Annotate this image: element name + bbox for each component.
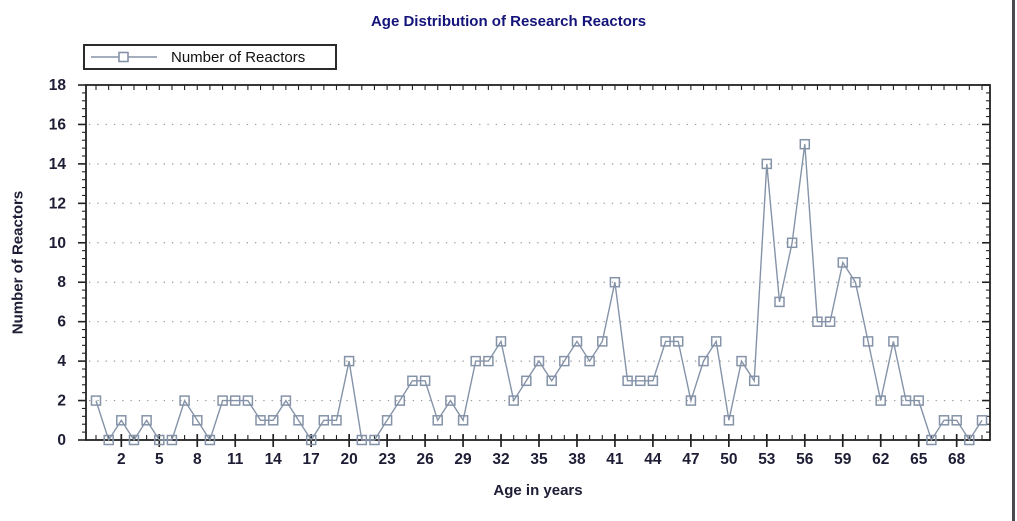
svg-text:0: 0 xyxy=(57,432,66,449)
svg-text:38: 38 xyxy=(568,451,586,468)
svg-text:35: 35 xyxy=(530,451,548,468)
svg-text:17: 17 xyxy=(303,451,320,468)
svg-text:2: 2 xyxy=(117,451,126,468)
y-tick-labels: 0 2 4 6 8 10 12 14 16 18 xyxy=(49,77,67,449)
svg-text:5: 5 xyxy=(155,451,164,468)
axis-box xyxy=(85,84,991,441)
svg-text:20: 20 xyxy=(341,451,358,468)
svg-text:18: 18 xyxy=(49,77,67,94)
svg-text:41: 41 xyxy=(606,451,624,468)
svg-text:10: 10 xyxy=(49,235,66,252)
svg-text:23: 23 xyxy=(378,451,396,468)
svg-text:62: 62 xyxy=(872,451,889,468)
x-ticks xyxy=(95,85,983,447)
svg-text:8: 8 xyxy=(57,274,66,291)
legend: Number of Reactors xyxy=(83,44,337,70)
svg-text:8: 8 xyxy=(193,451,202,468)
legend-line-marker-icon xyxy=(91,51,157,63)
svg-text:47: 47 xyxy=(682,451,699,468)
svg-text:65: 65 xyxy=(910,451,928,468)
gridlines xyxy=(89,123,987,402)
svg-text:59: 59 xyxy=(834,451,852,468)
svg-text:12: 12 xyxy=(49,195,66,212)
svg-text:16: 16 xyxy=(49,116,67,133)
x-axis-title: Age in years xyxy=(493,482,583,499)
legend-series-label: Number of Reactors xyxy=(171,48,306,66)
svg-text:56: 56 xyxy=(796,451,814,468)
y-axis-title: Number of Reactors xyxy=(9,190,27,335)
svg-text:14: 14 xyxy=(49,156,67,173)
svg-text:11: 11 xyxy=(227,451,244,468)
svg-text:44: 44 xyxy=(644,451,662,468)
series-markers xyxy=(90,138,988,446)
svg-text:29: 29 xyxy=(454,451,472,468)
svg-text:14: 14 xyxy=(265,451,283,468)
series-line xyxy=(95,144,983,442)
svg-text:53: 53 xyxy=(758,451,776,468)
svg-text:26: 26 xyxy=(416,451,434,468)
window-border-right xyxy=(1012,0,1015,521)
svg-text:50: 50 xyxy=(720,451,737,468)
svg-text:32: 32 xyxy=(492,451,509,468)
svg-text:6: 6 xyxy=(57,314,66,331)
y-ticks xyxy=(78,84,990,441)
svg-text:68: 68 xyxy=(948,451,966,468)
x-tick-labels: 2 5 8 11 14 17 20 23 26 29 32 35 38 41 44 47 50 53 56 59 62 6… xyxy=(117,451,966,468)
chart-title: Age Distribution of Research Reactors xyxy=(370,13,647,30)
svg-text:2: 2 xyxy=(57,393,66,410)
svg-text:4: 4 xyxy=(57,353,66,370)
